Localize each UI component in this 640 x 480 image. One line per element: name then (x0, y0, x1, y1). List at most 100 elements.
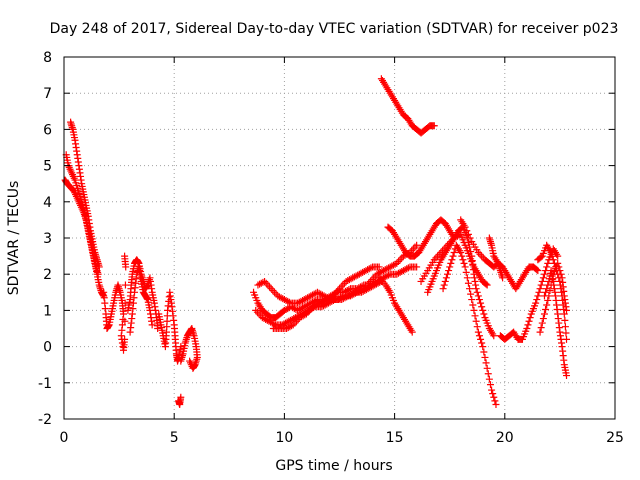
y-tick-label: 5 (43, 159, 52, 175)
data-point (486, 381, 494, 389)
series-arc-2h (100, 252, 130, 354)
data-point (461, 263, 469, 271)
data-point (449, 252, 457, 260)
y-tick-label: 3 (43, 231, 52, 247)
data-point (473, 288, 481, 296)
data-point (475, 332, 483, 340)
data-point (148, 321, 156, 329)
y-tick-label: 4 (43, 195, 52, 211)
data-point (464, 279, 472, 287)
data-point (543, 301, 551, 309)
data-point (95, 263, 103, 271)
data-point (560, 310, 568, 318)
y-tick-label: 7 (43, 86, 52, 102)
data-point (462, 268, 470, 276)
y-tick-label: 8 (43, 50, 52, 66)
data-point (468, 296, 476, 304)
data-point (532, 299, 540, 307)
data-point (548, 252, 556, 260)
data-point (545, 292, 553, 300)
data-point (478, 252, 486, 260)
data-point (537, 324, 545, 332)
data-point (450, 248, 458, 256)
data-points (61, 75, 571, 409)
data-point (537, 253, 545, 261)
data-point (546, 286, 554, 294)
series-arc-10-13-d (269, 263, 383, 332)
data-point (448, 256, 456, 264)
data-point (525, 317, 533, 325)
data-point (548, 276, 556, 284)
data-point (562, 329, 570, 337)
data-point (537, 281, 545, 289)
data-point (534, 292, 542, 300)
data-point (460, 259, 468, 267)
data-point (536, 285, 544, 293)
series-arc-17-19-c (439, 241, 500, 409)
data-point (477, 335, 485, 343)
data-point (443, 270, 451, 278)
data-point (467, 290, 475, 298)
data-point (480, 348, 488, 356)
data-point (121, 252, 129, 260)
data-point (490, 393, 498, 401)
y-tick-label: 2 (43, 267, 52, 283)
data-point (375, 263, 383, 271)
data-point (385, 271, 393, 279)
data-point (458, 252, 466, 260)
data-point (539, 274, 547, 282)
x-tick-label: 10 (275, 430, 293, 446)
data-point (441, 277, 449, 285)
y-tick-label: -2 (38, 412, 52, 428)
chart-title: Day 248 of 2017, Sidereal Day-to-day VTE… (50, 21, 619, 37)
data-point (413, 263, 421, 271)
data-point (485, 375, 493, 383)
data-point (561, 323, 569, 331)
data-point (266, 283, 274, 291)
data-point (338, 293, 346, 301)
data-point (540, 310, 548, 318)
series-arc-18-20 (457, 216, 507, 282)
data-point (262, 279, 270, 287)
data-point (556, 267, 564, 275)
data-point (466, 234, 474, 242)
data-point (269, 286, 277, 294)
data-point (446, 263, 454, 271)
data-point (554, 259, 562, 267)
data-point (459, 256, 467, 264)
data-point (439, 285, 447, 293)
data-point (488, 386, 496, 394)
data-point (470, 306, 478, 314)
data-point (457, 248, 465, 256)
data-point (542, 288, 550, 296)
series-arc-top (377, 75, 438, 137)
y-tick-label: 0 (43, 340, 52, 356)
data-point (339, 281, 347, 289)
series-arc-19-21 (485, 234, 542, 293)
data-point (555, 263, 563, 271)
data-point (177, 393, 185, 401)
axis-ticks: 0 5 10 15 20 25 -2 -1 0 1 2 3 4 5 6 7 8 (38, 50, 624, 446)
data-point (154, 325, 162, 332)
series-arc-early-c (67, 118, 103, 271)
data-point (367, 264, 375, 272)
data-point (413, 241, 421, 249)
series-arc-21-23-c (536, 259, 571, 336)
data-point (539, 315, 547, 323)
data-point (563, 372, 571, 380)
data-point (476, 250, 484, 258)
data-point (561, 316, 569, 324)
data-point (483, 281, 491, 289)
data-point (547, 281, 555, 289)
data-point (489, 390, 497, 398)
data-point (396, 256, 404, 264)
data-point (472, 285, 480, 293)
data-point (492, 401, 500, 409)
series-arc-3h-b (126, 263, 156, 336)
series-arc-4-5h (155, 288, 185, 365)
data-point (477, 299, 485, 307)
data-point (467, 248, 475, 256)
data-point (480, 310, 488, 318)
data-point (478, 339, 486, 347)
